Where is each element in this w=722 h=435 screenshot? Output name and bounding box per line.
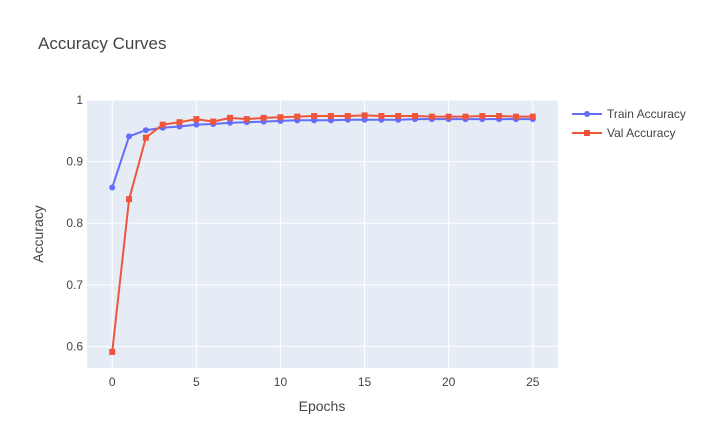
data-point	[277, 114, 284, 121]
series-layer	[109, 112, 536, 355]
x-tick-label: 15	[358, 375, 372, 389]
data-point	[412, 113, 419, 120]
data-point	[327, 113, 334, 120]
x-axis-ticks: 0 5 10 15 20 25	[109, 375, 540, 389]
legend-item[interactable]: Val Accuracy	[572, 126, 675, 140]
legend-swatch-marker	[584, 111, 590, 117]
data-point	[159, 121, 166, 128]
data-point	[243, 116, 250, 123]
data-point	[344, 113, 351, 120]
legend-label: Val Accuracy	[607, 126, 675, 140]
data-point	[479, 113, 486, 120]
y-tick-label: 0.7	[66, 278, 83, 292]
data-point	[311, 113, 318, 120]
y-axis-title: Accuracy	[30, 205, 46, 263]
data-point	[395, 113, 402, 120]
data-point	[109, 184, 116, 191]
data-point	[142, 127, 149, 134]
data-point	[294, 113, 301, 120]
y-axis-ticks: 0.6 0.7 0.8 0.9 1	[66, 93, 83, 353]
data-point	[361, 112, 368, 119]
data-point	[428, 113, 435, 120]
data-point	[378, 113, 385, 120]
y-tick-label: 0.6	[66, 339, 83, 353]
y-tick-label: 1	[76, 93, 83, 107]
data-point	[193, 121, 200, 128]
grid-lines	[87, 99, 558, 368]
data-point	[445, 113, 452, 120]
legend[interactable]: Train Accuracy Val Accuracy	[572, 107, 686, 140]
data-point	[193, 116, 200, 123]
data-point	[126, 196, 133, 203]
x-axis-title: Epochs	[299, 398, 346, 414]
data-point	[176, 119, 183, 126]
plot-area	[87, 100, 558, 368]
data-point	[210, 118, 217, 125]
x-tick-label: 0	[109, 375, 116, 389]
data-point	[260, 114, 267, 121]
data-point	[142, 134, 149, 141]
legend-item[interactable]: Train Accuracy	[572, 107, 686, 121]
data-point	[529, 113, 536, 120]
series-val-accuracy	[109, 112, 536, 355]
data-point	[109, 348, 116, 355]
data-point	[226, 119, 233, 126]
legend-swatch-marker	[584, 130, 590, 136]
data-point	[462, 113, 469, 120]
chart-title: Accuracy Curves	[38, 34, 166, 53]
data-point	[126, 133, 133, 140]
x-tick-label: 20	[442, 375, 456, 389]
data-point	[496, 113, 503, 120]
data-point	[512, 113, 519, 120]
x-tick-label: 10	[274, 375, 288, 389]
x-tick-label: 5	[193, 375, 200, 389]
y-tick-label: 0.9	[66, 155, 83, 169]
data-point	[226, 114, 233, 121]
x-tick-label: 25	[526, 375, 540, 389]
y-tick-label: 0.8	[66, 216, 83, 230]
legend-label: Train Accuracy	[607, 107, 686, 121]
